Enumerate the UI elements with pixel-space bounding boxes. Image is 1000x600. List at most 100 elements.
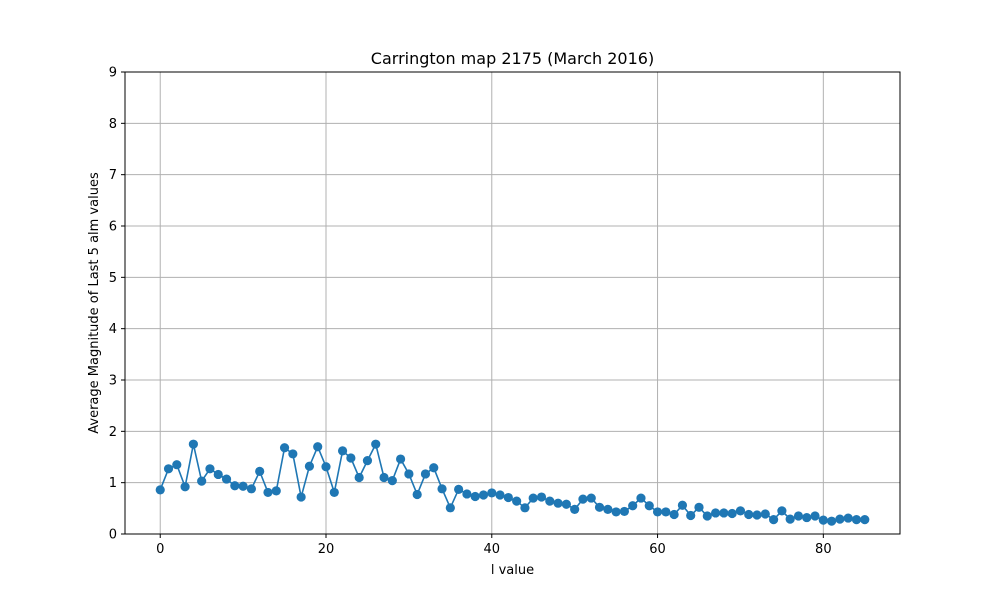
data-point: [404, 469, 414, 479]
data-point: [661, 507, 671, 517]
data-point: [354, 472, 364, 483]
data-point: [246, 484, 257, 494]
data-point: [578, 494, 588, 504]
data-point: [379, 472, 389, 483]
data-point: [810, 511, 820, 521]
x-axis-label: l value: [491, 563, 534, 578]
y-axis-label: Average Magnitude of Last 5 alm values: [87, 172, 102, 434]
data-point: [520, 503, 530, 513]
data-point: [835, 514, 845, 524]
y-tick-label: 9: [109, 66, 117, 81]
data-point: [180, 482, 190, 492]
data-point: [445, 503, 455, 513]
data-point: [288, 449, 298, 459]
data-point: [512, 496, 522, 506]
data-point: [570, 504, 580, 514]
data-point: [155, 485, 165, 495]
x-tick-label: 60: [649, 542, 666, 557]
data-point: [462, 489, 472, 499]
data-point: [768, 515, 779, 525]
data-point: [851, 515, 862, 525]
data-point: [313, 442, 323, 452]
data-point: [677, 500, 688, 510]
x-tick-label: 80: [815, 542, 832, 557]
data-point: [644, 501, 654, 511]
data-point: [321, 462, 331, 472]
y-tick-label: 7: [109, 168, 117, 183]
data-point: [611, 507, 621, 517]
data-point: [603, 504, 613, 514]
data-point: [412, 489, 422, 500]
y-tick-label: 6: [109, 220, 117, 235]
x-tick-label: 0: [156, 542, 164, 557]
data-point: [503, 492, 513, 503]
data-point: [785, 514, 795, 524]
data-point: [793, 511, 804, 521]
data-point: [495, 490, 505, 500]
data-point: [727, 508, 737, 519]
y-tick-label: 1: [109, 476, 117, 491]
data-point: [802, 512, 812, 523]
data-point: [594, 502, 605, 512]
data-point: [536, 492, 547, 502]
data-point: [843, 513, 853, 523]
data-point: [694, 502, 704, 512]
y-tick-label: 4: [109, 322, 117, 337]
data-point: [545, 496, 555, 506]
data-point: [735, 506, 746, 516]
data-point: [230, 481, 240, 491]
data-point: [619, 506, 629, 517]
data-point: [628, 501, 638, 511]
data-point: [818, 515, 828, 525]
y-tick-label: 5: [109, 271, 117, 286]
y-tick-label: 8: [109, 117, 117, 132]
data-point: [221, 474, 232, 484]
data-point: [710, 508, 721, 518]
data-point: [396, 454, 406, 464]
data-point: [279, 443, 290, 453]
data-point: [197, 476, 207, 486]
data-point: [744, 509, 754, 520]
data-point: [371, 439, 381, 449]
data-point: [172, 460, 182, 470]
data-point: [454, 484, 464, 494]
data-point: [487, 488, 497, 498]
y-tick-label: 0: [109, 528, 117, 543]
data-point: [702, 511, 712, 521]
x-tick-label: 40: [484, 542, 501, 557]
data-point: [669, 509, 679, 520]
data-point: [188, 439, 198, 449]
data-point: [586, 493, 596, 503]
data-point: [296, 492, 306, 502]
data-point: [429, 463, 439, 473]
data-point: [478, 490, 489, 500]
data-point: [827, 516, 837, 526]
data-point: [255, 466, 265, 476]
chart-title: Carrington map 2175 (March 2016): [371, 49, 654, 68]
data-point: [271, 486, 281, 496]
data-point: [652, 507, 663, 517]
data-point: [263, 487, 273, 498]
data-point: [719, 508, 729, 518]
data-point: [329, 487, 339, 498]
data-point: [636, 493, 646, 503]
y-ticks: 0 1 2 3 4 5 6 7 8 9: [109, 66, 125, 543]
data-point: [561, 499, 571, 509]
data-point: [777, 506, 787, 516]
y-tick-label: 2: [109, 425, 117, 440]
series-layer: [155, 439, 870, 526]
data-point: [528, 493, 538, 503]
data-point: [470, 491, 480, 502]
plot-frame: [124, 71, 901, 535]
data-point: [553, 498, 563, 508]
data-point: [362, 455, 373, 466]
data-point: [760, 509, 770, 519]
data-point: [238, 481, 248, 491]
x-ticks: 0 20 40 60 80: [156, 534, 832, 557]
data-point: [163, 464, 174, 474]
data-point: [213, 469, 223, 480]
data-point: [387, 476, 397, 486]
data-point: [752, 510, 762, 520]
data-point: [860, 515, 870, 525]
